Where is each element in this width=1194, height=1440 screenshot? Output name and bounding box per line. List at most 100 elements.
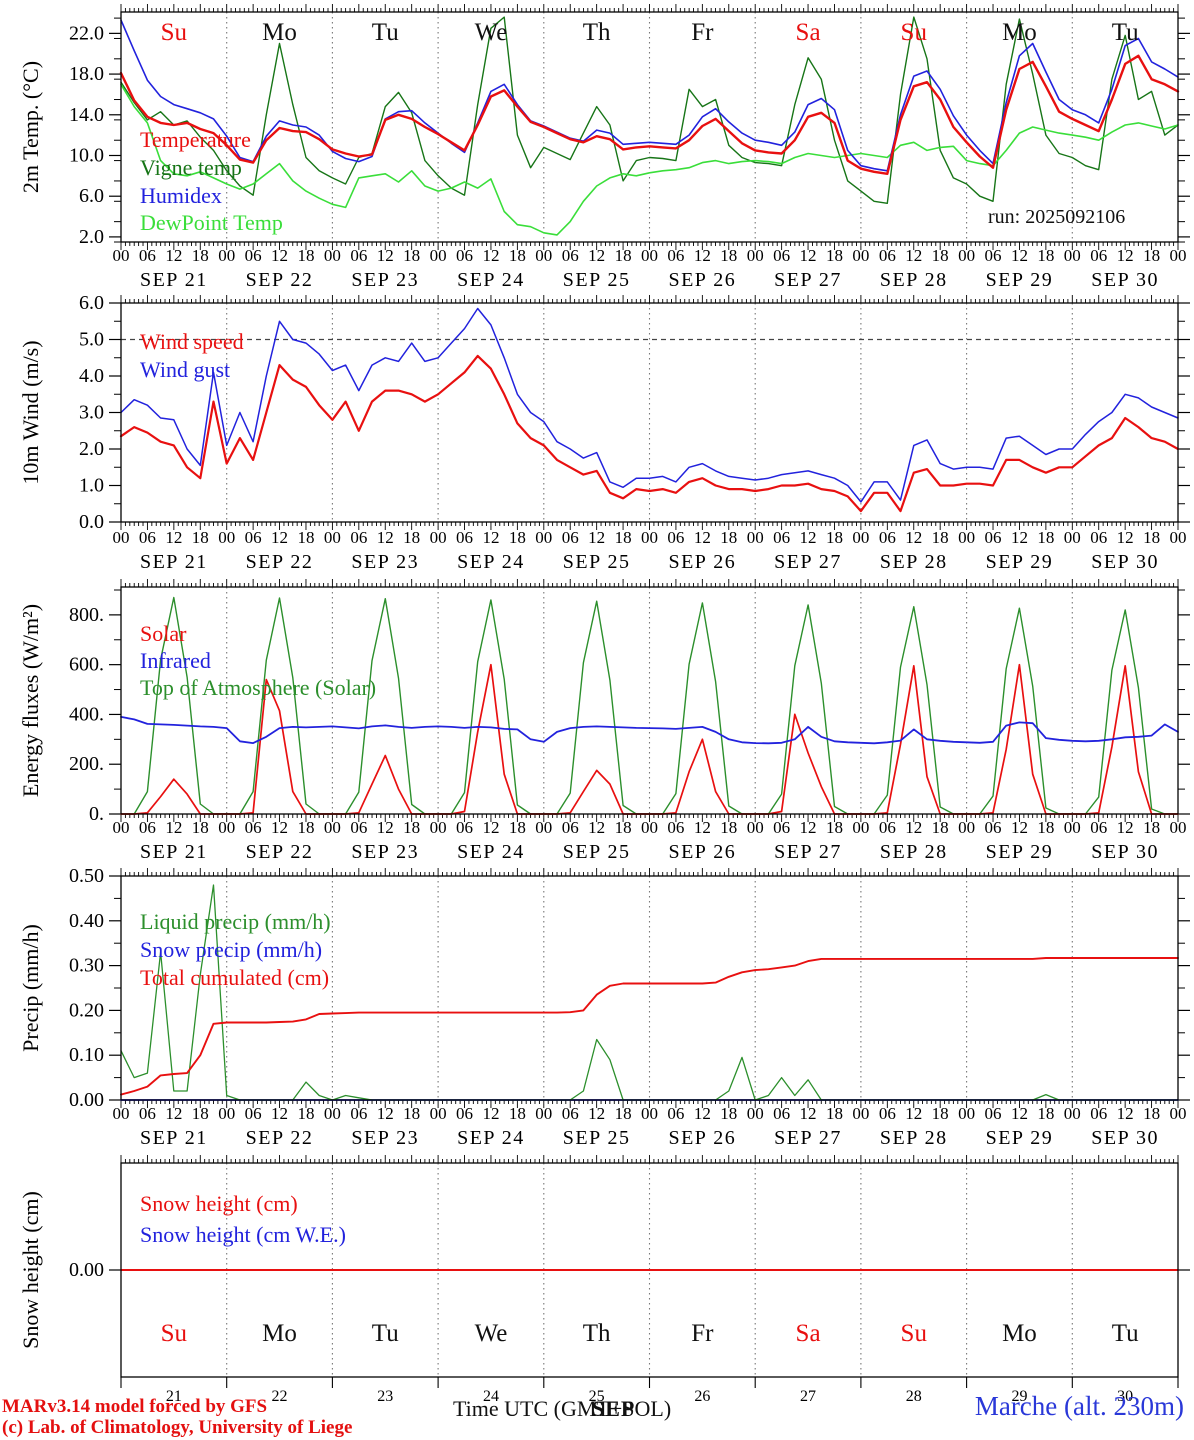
hour-tick-label: 12 xyxy=(588,246,605,265)
hour-tick-label: 12 xyxy=(905,528,922,547)
date-label: SEP 25 xyxy=(563,841,631,863)
day-name-label: Tu xyxy=(372,19,399,46)
hour-tick-label: 12 xyxy=(800,1104,817,1123)
day-name-label: We xyxy=(475,19,508,46)
hour-tick-label: 18 xyxy=(509,528,526,547)
hour-tick-label: 00 xyxy=(747,818,764,837)
y-tick-label: 0.50 xyxy=(69,865,104,887)
hour-tick-label: 00 xyxy=(641,246,658,265)
date-label: SEP 21 xyxy=(140,269,208,291)
date-label: SEP 22 xyxy=(246,269,314,291)
day-name-label: Su xyxy=(901,19,928,46)
hour-tick-label: 00 xyxy=(747,528,764,547)
hour-tick-label: 18 xyxy=(720,528,737,547)
hour-tick-label: 12 xyxy=(694,528,711,547)
hour-tick-label: 18 xyxy=(720,246,737,265)
day-name-label: Mo xyxy=(1002,1320,1037,1347)
hour-tick-label: 18 xyxy=(615,1104,632,1123)
hour-tick-label: 00 xyxy=(113,1104,130,1123)
date-label: SEP 23 xyxy=(351,551,419,573)
hour-tick-label: 18 xyxy=(615,246,632,265)
hour-tick-label: 00 xyxy=(324,528,341,547)
hour-tick-label: 00 xyxy=(641,818,658,837)
date-label: SEP 30 xyxy=(1091,551,1159,573)
hour-tick-label: 18 xyxy=(1037,818,1054,837)
hour-tick-label: 18 xyxy=(509,1104,526,1123)
series-humidex xyxy=(120,19,1179,172)
station-title: Marche (alt. 230m) xyxy=(974,1391,1184,1421)
hour-tick-label: 06 xyxy=(139,246,156,265)
hour-tick-label: 18 xyxy=(509,818,526,837)
hour-tick-label: 12 xyxy=(165,818,182,837)
hour-tick-label: 18 xyxy=(1037,528,1054,547)
hour-tick-label: 00 xyxy=(535,246,552,265)
legend-vigne-temp: Vigne temp xyxy=(140,155,242,180)
hour-tick-label: 12 xyxy=(165,1104,182,1123)
hour-tick-label: 06 xyxy=(985,1104,1002,1123)
hour-tick-label: 00 xyxy=(535,818,552,837)
y-tick-label: 4.0 xyxy=(79,365,104,387)
hour-tick-label: 12 xyxy=(1117,246,1134,265)
hour-tick-label: 18 xyxy=(192,246,209,265)
y-tick-label: 0. xyxy=(89,803,104,825)
y-tick-label: 5.0 xyxy=(79,329,104,351)
hour-tick-label: 06 xyxy=(879,818,896,837)
legend-temperature: Temperature xyxy=(140,127,251,152)
legend-snow-height-cm-w-e: Snow height (cm W.E.) xyxy=(140,1222,346,1247)
hour-tick-label: 06 xyxy=(879,1104,896,1123)
x-axis-title-overlap: SEP xyxy=(592,1396,636,1421)
hour-tick-label: 12 xyxy=(482,1104,499,1123)
series-temperature xyxy=(119,54,1180,176)
date-label: SEP 21 xyxy=(140,1127,208,1149)
day-name-label: Fr xyxy=(691,1320,714,1347)
hour-tick-label: 18 xyxy=(1143,1104,1160,1123)
hour-tick-label: 06 xyxy=(667,818,684,837)
hour-tick-label: 12 xyxy=(800,528,817,547)
hour-tick-label: 00 xyxy=(747,246,764,265)
day-number-label: 30 xyxy=(1117,1388,1133,1405)
date-label: SEP 29 xyxy=(986,551,1054,573)
day-number-label: 22 xyxy=(272,1388,288,1405)
hour-tick-label: 00 xyxy=(641,1104,658,1123)
day-number-label: 27 xyxy=(800,1388,816,1405)
hour-tick-label: 18 xyxy=(1143,246,1160,265)
hour-tick-label: 00 xyxy=(218,818,235,837)
date-label: SEP 28 xyxy=(880,1127,948,1149)
wind-panel: 0.0 1.0 2.0 3.0 4.0 5.0 6.0 10m Wind (m/s) Wind … xyxy=(18,292,1190,573)
day-number-label: 28 xyxy=(906,1388,922,1405)
hour-tick-label: 18 xyxy=(826,1104,843,1123)
series-total-cumulated-cm xyxy=(120,957,1179,1096)
legend-wind-speed: Wind speed xyxy=(140,329,244,354)
date-label: SEP 30 xyxy=(1091,841,1159,863)
hour-tick-label: 12 xyxy=(377,528,394,547)
hour-tick-label: 06 xyxy=(139,1104,156,1123)
hour-tick-label: 06 xyxy=(1090,246,1107,265)
y-tick-label: 0.30 xyxy=(69,955,104,977)
y-tick-label: 2.0 xyxy=(79,226,104,248)
y-tick-label: 18.0 xyxy=(69,63,104,85)
hour-tick-label: 12 xyxy=(694,246,711,265)
run-timestamp: run: 2025092106 xyxy=(988,206,1126,228)
day-name-label: Su xyxy=(161,1320,188,1347)
day-number-label: 21 xyxy=(166,1388,182,1405)
date-label: SEP 27 xyxy=(774,841,842,863)
hour-tick-label: 12 xyxy=(905,246,922,265)
hour-tick-label: 12 xyxy=(482,818,499,837)
day-name-label: Tu xyxy=(372,1320,399,1347)
y-tick-label: 0.0 xyxy=(79,511,104,533)
hour-tick-label: 12 xyxy=(588,818,605,837)
hour-tick-label: 18 xyxy=(192,818,209,837)
hour-tick-label: 06 xyxy=(667,246,684,265)
hour-tick-label: 00 xyxy=(958,246,975,265)
hour-tick-label: 12 xyxy=(1011,528,1028,547)
day-number-label: 23 xyxy=(377,1388,393,1405)
hour-tick-label: 06 xyxy=(985,818,1002,837)
date-label: SEP 25 xyxy=(563,551,631,573)
hour-tick-label: 00 xyxy=(958,1104,975,1123)
hour-tick-label: 00 xyxy=(1064,528,1081,547)
panel-frame xyxy=(120,11,1179,243)
y-axis-title: 2m Temp. (°C) xyxy=(18,61,43,193)
date-label: SEP 26 xyxy=(668,551,736,573)
date-label: SEP 28 xyxy=(880,551,948,573)
hour-tick-label: 00 xyxy=(218,528,235,547)
